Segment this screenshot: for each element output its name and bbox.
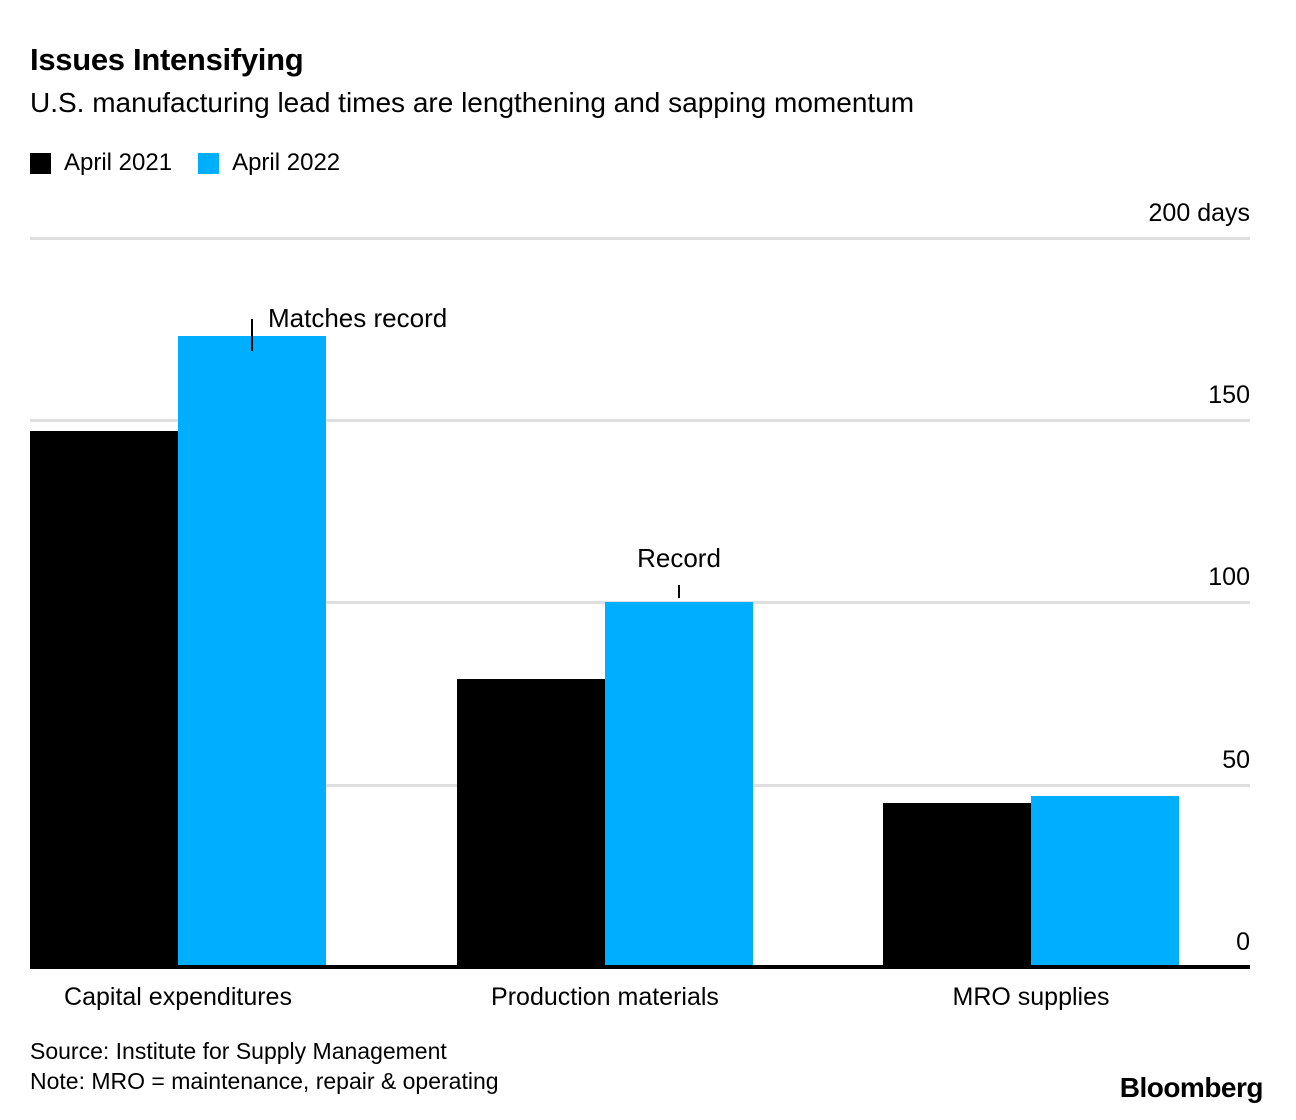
x-axis-baseline [30, 965, 1250, 969]
gridline-150 [30, 419, 1250, 422]
annotation-tick-matches-record [251, 319, 253, 351]
note-line: Note: MRO = maintenance, repair & operat… [30, 1068, 499, 1094]
chart-subtitle: U.S. manufacturing lead times are length… [30, 87, 915, 118]
legend-label: April 2021 [64, 149, 173, 176]
bar-april-2022-production-materials [605, 602, 753, 967]
annotation-label-matches-record: Matches record [268, 303, 448, 333]
category-label-production-materials: Production materials [491, 983, 719, 1011]
plot-area: 200 days 150 100 50 0 Capital expenditures Pro… [30, 200, 1250, 1011]
y-axis-label-150: 150 [1208, 381, 1250, 409]
annotation-label-record: Record [637, 543, 721, 573]
category-label-mro-supplies: MRO supplies [952, 983, 1110, 1011]
legend-item-april-2021: April 2021 [30, 150, 172, 176]
legend: April 2021 April 2022 [30, 150, 340, 176]
footer: Source: Institute for Supply Management … [30, 1036, 499, 1096]
gridline-200 [30, 237, 1250, 240]
bloomberg-logo: Bloomberg [1119, 1072, 1264, 1103]
y-axis-label-50: 50 [1222, 746, 1250, 774]
annotation-tick-record [678, 585, 680, 598]
source-line: Source: Institute for Supply Management [30, 1038, 447, 1064]
legend-swatch-april-2021 [30, 152, 51, 174]
bar-april-2021-mro-supplies [883, 803, 1031, 967]
bar-april-2021-capital-expenditures [30, 431, 178, 967]
legend-label: April 2022 [232, 149, 341, 176]
y-axis-label-100: 100 [1208, 563, 1250, 591]
category-label-capital-expenditures: Capital expenditures [64, 983, 292, 1011]
bar-april-2021-production-materials [457, 679, 605, 967]
y-axis-label-200: 200 days [1148, 199, 1250, 227]
bar-april-2022-capital-expenditures [178, 336, 326, 967]
legend-item-april-2022: April 2022 [198, 150, 340, 176]
legend-swatch-april-2022 [198, 152, 220, 174]
bar-april-2022-mro-supplies [1031, 796, 1179, 967]
chart-title: Issues Intensifying [30, 42, 304, 77]
y-axis-label-0: 0 [1236, 928, 1250, 956]
